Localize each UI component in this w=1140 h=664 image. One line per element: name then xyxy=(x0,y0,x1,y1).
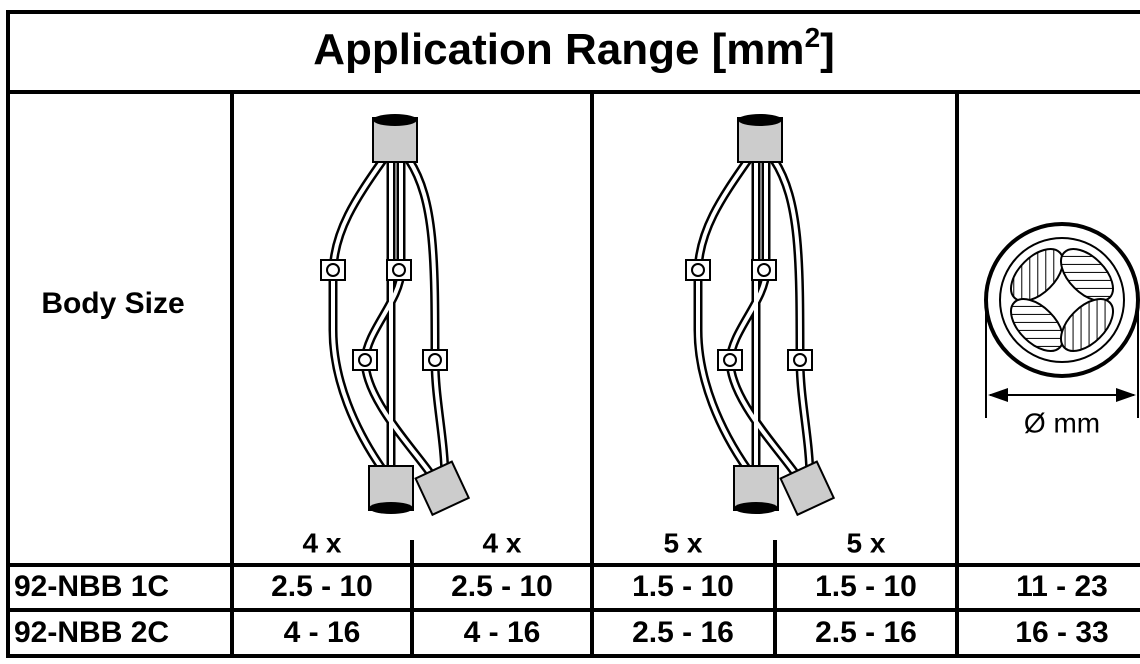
range-value: 2.5 - 10 xyxy=(451,570,553,603)
title-superscript: 2 xyxy=(805,22,821,53)
range-value: 2.5 - 16 xyxy=(815,616,917,649)
cross-section xyxy=(986,224,1138,418)
range-value: 2.5 - 16 xyxy=(632,616,734,649)
range-value: 11 - 23 xyxy=(1016,570,1108,603)
splice-illustration xyxy=(321,114,469,515)
title: Application Range [mm2] xyxy=(313,22,835,73)
splice-illustration xyxy=(686,114,834,515)
title-end: ] xyxy=(820,25,835,74)
range-value: 2.5 - 10 xyxy=(271,570,373,603)
title-text: Application Range [mm xyxy=(313,25,804,74)
splice-count: 4 x xyxy=(303,527,342,558)
splice-count: 5 x xyxy=(847,527,886,558)
page: Application Range [mm2] Body Size Ø mm 4… xyxy=(0,0,1140,664)
range-value: 4 - 16 xyxy=(284,616,361,649)
body-size: 92-NBB 1C xyxy=(14,570,169,603)
splice-count: 4 x xyxy=(483,527,522,558)
diameter-label: Ø mm xyxy=(1024,407,1100,438)
table-border xyxy=(8,12,1140,656)
range-value: 1.5 - 10 xyxy=(632,570,734,603)
body-size: 92-NBB 2C xyxy=(14,616,169,649)
range-value: 1.5 - 10 xyxy=(815,570,917,603)
splice-count: 5 x xyxy=(664,527,703,558)
range-value: 4 - 16 xyxy=(464,616,541,649)
range-value: 16 - 33 xyxy=(1015,616,1108,649)
body-size-label: Body Size xyxy=(41,287,184,320)
